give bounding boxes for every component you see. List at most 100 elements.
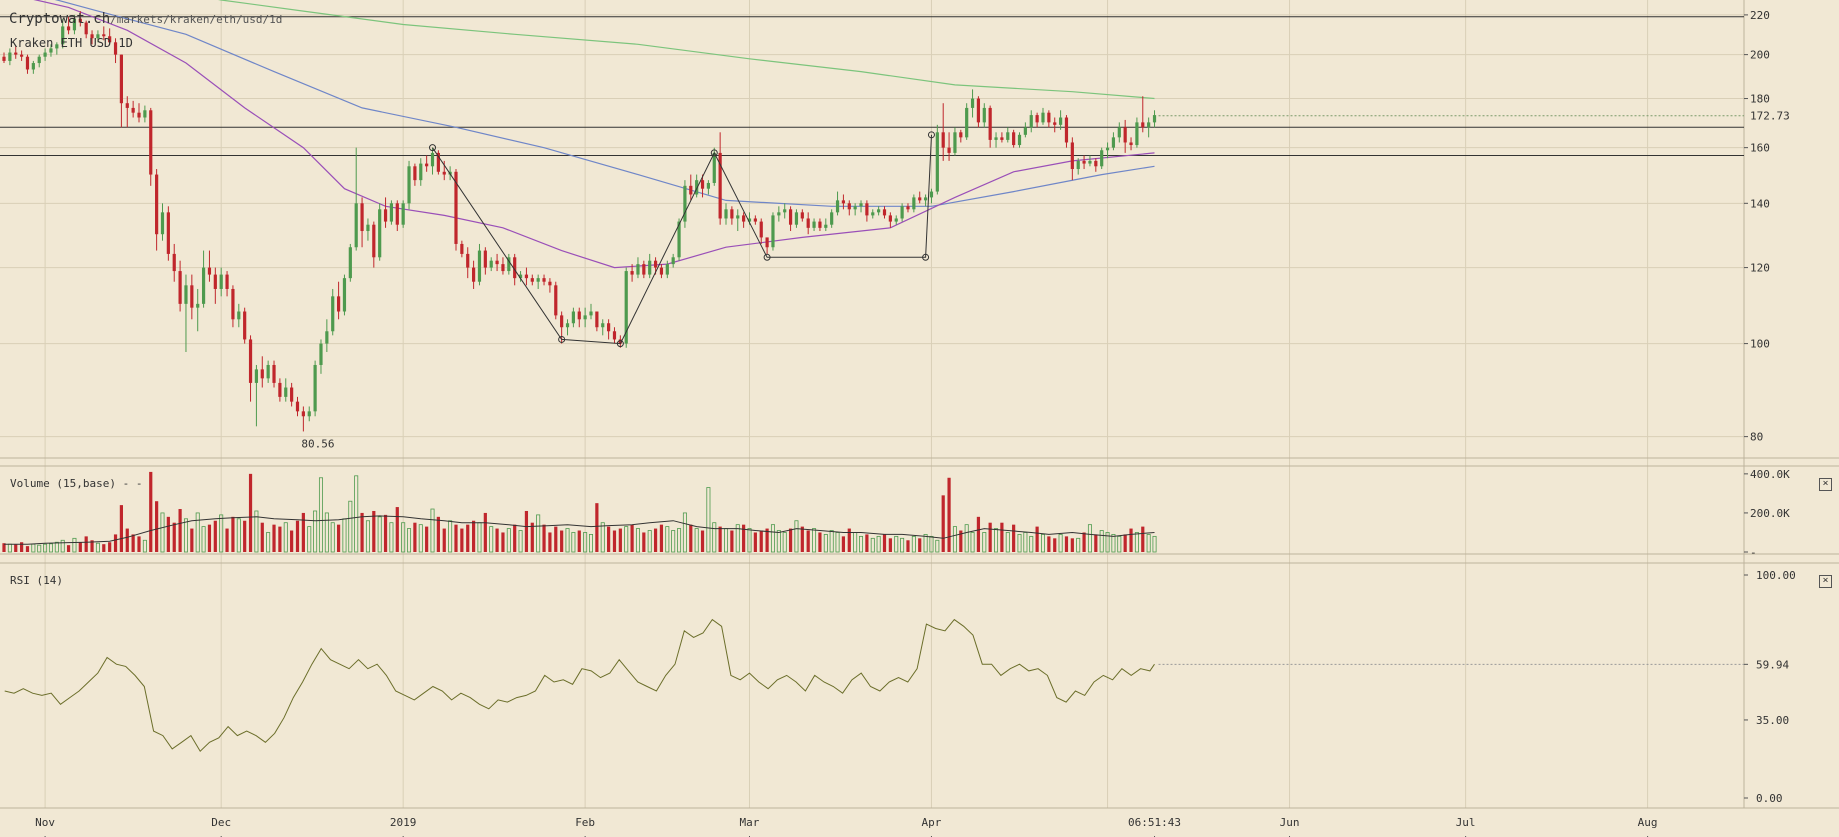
candle-body xyxy=(824,224,828,228)
candle xyxy=(378,203,382,261)
candle xyxy=(1070,137,1074,181)
volume-bar xyxy=(365,520,370,553)
candle xyxy=(231,285,235,328)
volume-bar xyxy=(970,532,975,553)
candle-body xyxy=(278,382,282,397)
candle xyxy=(695,174,699,198)
candle xyxy=(1111,132,1116,151)
candle-body xyxy=(131,107,135,113)
candle xyxy=(425,155,429,172)
candle xyxy=(618,335,622,348)
candle xyxy=(96,30,100,43)
site-title[interactable]: Cryptowat.ch/markets/kraken/eth/usd/1d xyxy=(9,11,282,27)
time-tick-label: Jul xyxy=(1456,816,1476,829)
candle-body xyxy=(102,34,106,37)
candle-body xyxy=(290,387,294,402)
candle-body xyxy=(712,152,716,183)
candle-body xyxy=(706,182,710,189)
candle-body xyxy=(806,218,810,228)
candle-body xyxy=(777,212,781,216)
volume-close-icon[interactable]: × xyxy=(1819,478,1832,491)
candle-body xyxy=(1053,122,1057,125)
candle xyxy=(61,18,65,49)
candle-body xyxy=(419,163,423,181)
candle xyxy=(542,274,546,286)
candle-body xyxy=(894,218,898,222)
volume-bar xyxy=(313,510,318,553)
candle-body xyxy=(425,163,429,167)
volume-bar xyxy=(1129,528,1133,552)
candle xyxy=(706,180,710,195)
candle xyxy=(266,360,270,383)
candle xyxy=(366,218,370,241)
horizontal-levels xyxy=(0,16,1744,157)
volume-bar xyxy=(301,512,305,552)
candle xyxy=(753,215,757,225)
candle xyxy=(442,160,446,181)
candle-body xyxy=(1029,115,1033,128)
candle xyxy=(806,212,810,235)
candle-body xyxy=(953,132,957,153)
candle-body xyxy=(1012,132,1016,146)
candle xyxy=(501,257,505,275)
volume-bar xyxy=(84,536,88,552)
candle-body xyxy=(155,174,159,235)
candle xyxy=(395,200,399,232)
last-price-label: 172.73 xyxy=(1750,110,1790,123)
volume-bar xyxy=(700,530,705,552)
candle xyxy=(307,406,311,422)
volume-bar xyxy=(689,524,693,552)
candle-body xyxy=(1135,122,1139,146)
candle xyxy=(894,215,898,225)
candle xyxy=(383,197,388,228)
candle-body xyxy=(1094,160,1098,167)
candle xyxy=(196,288,200,332)
candle xyxy=(1117,122,1121,143)
candle-body xyxy=(378,209,382,258)
price-tick-label: 100 xyxy=(1750,338,1770,351)
candle-body xyxy=(360,203,364,232)
volume-bar xyxy=(207,524,212,552)
candle xyxy=(560,311,564,344)
candle xyxy=(1047,110,1051,128)
candle-body xyxy=(618,339,622,344)
volume-bar xyxy=(1000,522,1004,552)
volume-bar xyxy=(43,543,48,553)
volume-bar xyxy=(318,477,323,553)
rsi-close-icon[interactable]: × xyxy=(1819,575,1832,588)
candle xyxy=(1064,115,1069,148)
moving-average-line xyxy=(33,0,1155,269)
candle-body xyxy=(835,200,840,213)
candle xyxy=(155,169,159,251)
candle-body xyxy=(31,63,35,70)
candle-body xyxy=(718,152,722,219)
volume-bar xyxy=(747,528,752,553)
candle-body xyxy=(342,278,347,312)
volume-bar xyxy=(618,528,622,552)
candle-body xyxy=(14,52,18,55)
volume-bar xyxy=(472,520,476,552)
volume-bar xyxy=(60,539,65,553)
candle-body xyxy=(965,107,969,138)
volume-bar xyxy=(1023,532,1028,553)
candle-body xyxy=(43,52,47,57)
candle xyxy=(472,260,476,289)
pattern-line xyxy=(432,134,932,345)
volume-bar xyxy=(770,524,775,553)
volume-bar xyxy=(630,524,634,552)
volume-bar xyxy=(430,508,435,553)
candle-body xyxy=(871,212,875,216)
volume-tick-label: - xyxy=(1750,546,1757,559)
candle-body xyxy=(436,152,440,172)
pattern-point xyxy=(429,144,437,152)
grid xyxy=(0,0,1839,809)
volume-bar xyxy=(724,528,729,553)
candle-body xyxy=(366,224,370,232)
volume-bar xyxy=(137,536,141,552)
candle xyxy=(90,30,94,45)
time-tick-label: Mar xyxy=(740,816,760,829)
site-name[interactable]: Cryptowat.ch xyxy=(9,11,111,27)
candle xyxy=(301,406,305,432)
candle-body xyxy=(178,271,182,304)
